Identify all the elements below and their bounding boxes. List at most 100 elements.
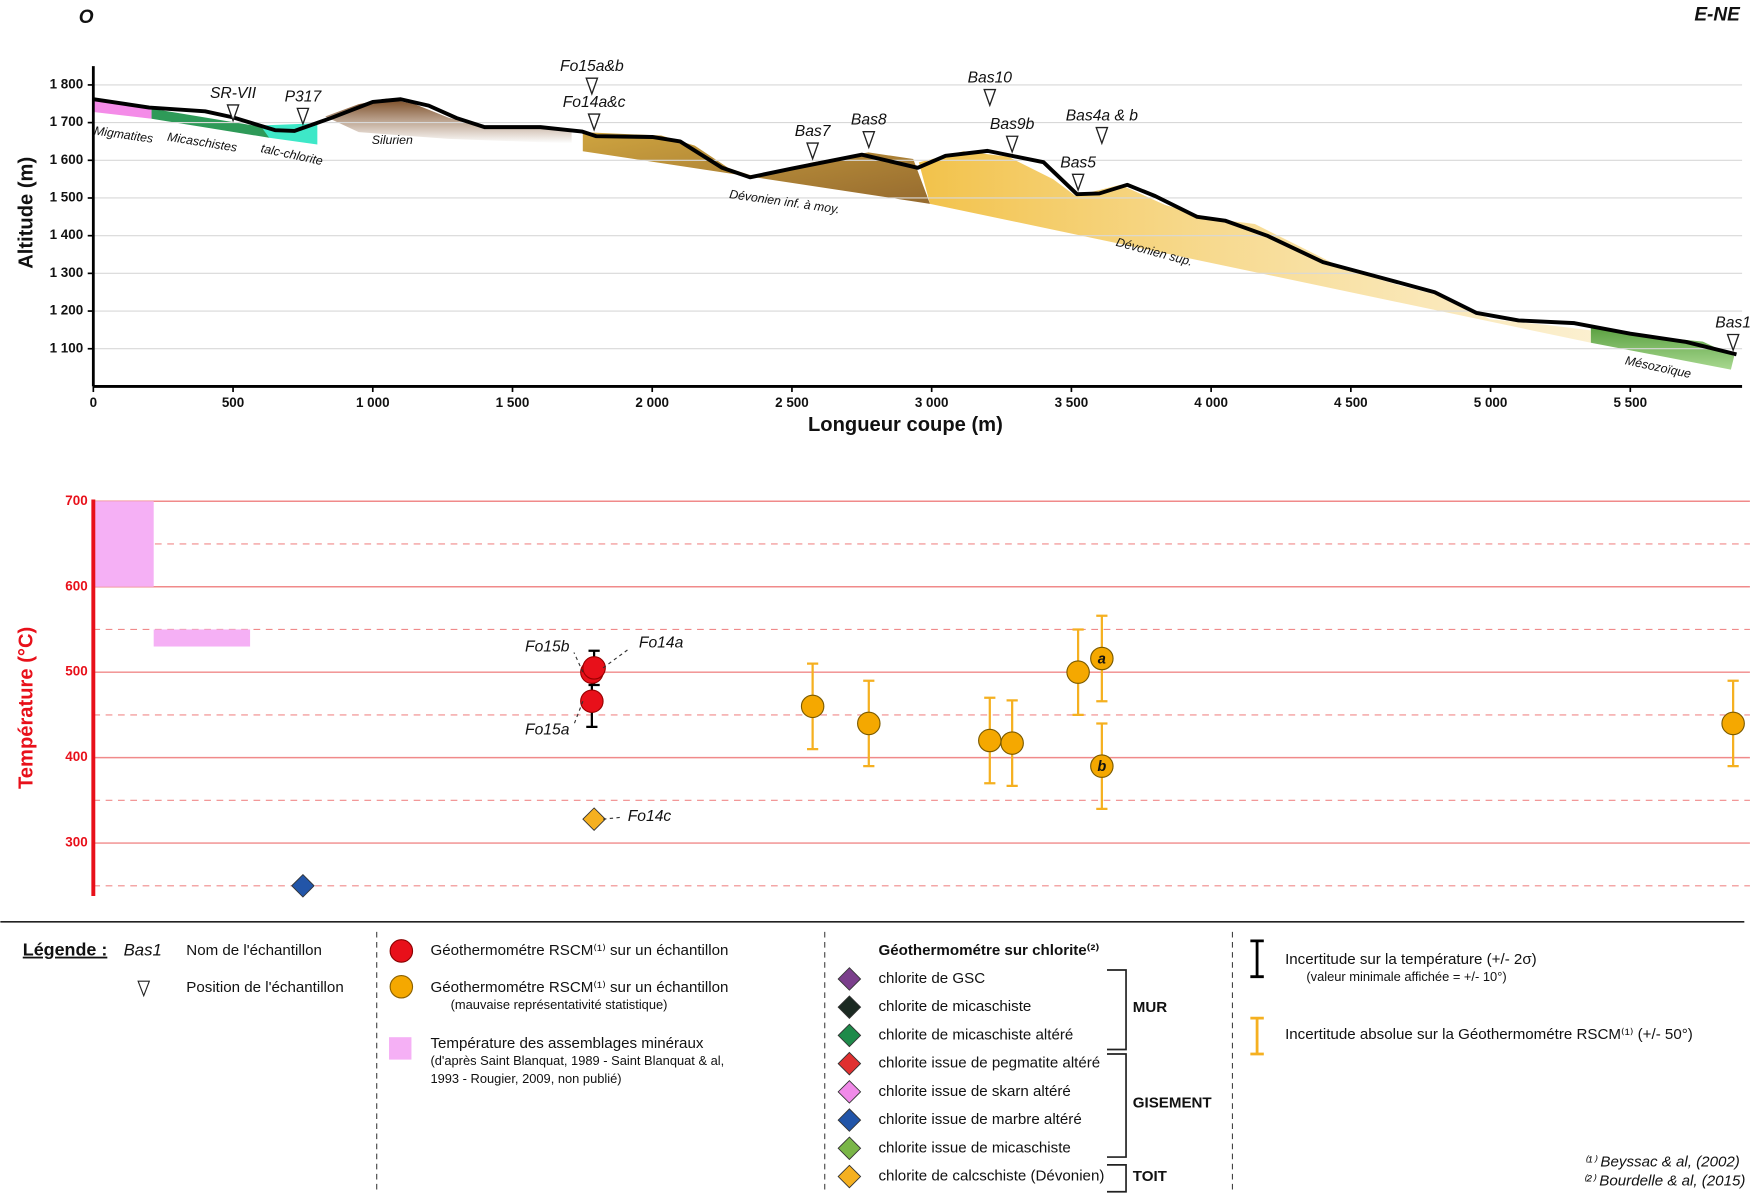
sample-marker <box>1095 126 1109 146</box>
devonien-sup-fill <box>918 151 1591 343</box>
legend-diamond <box>837 1136 862 1161</box>
x-tick-label: 1 500 <box>496 395 530 410</box>
label-leader <box>573 701 584 725</box>
y-tick-label: 1 700 <box>50 114 84 129</box>
formation-label: Micaschistes <box>166 130 238 155</box>
formation-label: Silurien <box>372 133 413 147</box>
data-point <box>582 656 606 680</box>
legend-diamond <box>837 1051 862 1076</box>
sample-marker <box>983 88 997 108</box>
bracket <box>1106 1164 1127 1193</box>
data-point <box>1090 754 1114 778</box>
point-label: Fo15a <box>525 721 570 738</box>
temperature-range <box>93 501 154 587</box>
point-label: Fo15b <box>525 639 570 656</box>
legend-error-bar <box>1250 1016 1264 1056</box>
legend-text: chlorite issue de skarn altéré <box>879 1083 1071 1100</box>
sample-label: Fo14a&c <box>563 94 626 111</box>
group-label: TOIT <box>1133 1168 1168 1185</box>
formation-label: Dévonien inf. à moy. <box>728 187 840 216</box>
formation-fills <box>93 98 1735 370</box>
silurien-fill <box>325 98 572 144</box>
legend-text: (valeur minimale affichée = +/- 10°) <box>1306 969 1506 984</box>
legend-text: chlorite de micaschiste altéré <box>879 1026 1074 1043</box>
legend-text: chlorite de micaschiste <box>879 998 1032 1015</box>
legend-text: chlorite issue de micaschiste <box>879 1139 1071 1156</box>
sample-marker <box>296 107 310 127</box>
legend-diamond <box>837 1108 862 1132</box>
y-tick-label: 1 500 <box>50 190 84 205</box>
sample-label: Bas4a & b <box>1066 108 1139 125</box>
legend-text: Nom de l'échantillon <box>186 942 322 959</box>
y-tick-label: 1 100 <box>50 340 84 355</box>
x-tick-label: 2 500 <box>775 395 809 410</box>
legend-diamond <box>837 967 862 991</box>
sample-marker <box>226 104 240 123</box>
group-label: MUR <box>1133 999 1167 1016</box>
y-tick-label: 300 <box>65 835 87 850</box>
legend-text: (mauvaise représentativité statistique) <box>451 997 668 1012</box>
legend-text: Température des assemblages minéraux <box>430 1035 703 1052</box>
legend-text: chlorite issue de pegmatite altéré <box>879 1055 1101 1072</box>
profile-line <box>93 97 1737 357</box>
legend-text: chlorite de GSC <box>879 970 986 987</box>
legend-text: Position de l'échantillon <box>186 979 343 996</box>
y-tick-label: 1 400 <box>50 227 84 242</box>
legend-text: 1993 - Rougier, 2009, non publié) <box>430 1071 621 1086</box>
legend-text: Incertitude sur la température (+/- 2σ) <box>1285 951 1537 968</box>
x-tick-label: 2 000 <box>635 395 669 410</box>
label-leader <box>603 816 622 820</box>
sample-marker <box>587 113 601 132</box>
x-tick-label: 3 000 <box>915 395 949 410</box>
sample-label: SR-VII <box>210 85 257 102</box>
x-axis-title: Longueur coupe (m) <box>808 414 1003 436</box>
data-point <box>291 873 315 898</box>
y-tick-label: 500 <box>65 664 87 679</box>
data-point <box>580 689 604 713</box>
sample-marker <box>862 131 876 150</box>
legend-text: chlorite de calcschiste (Dévonien) <box>879 1168 1105 1185</box>
sample-label: Bas5 <box>1060 154 1096 171</box>
point-label: a <box>1098 651 1106 667</box>
data-point <box>1090 646 1114 671</box>
legend-diamond <box>837 1023 862 1048</box>
y-tick-label: 700 <box>65 493 87 508</box>
corner-label: E-NE <box>1694 5 1741 26</box>
x-tick-label: 4 000 <box>1194 395 1228 410</box>
data-point <box>582 807 606 831</box>
reference: ⁽²⁾ Bourdelle & al, (2015) <box>1583 1173 1746 1190</box>
x-tick-label: 4 500 <box>1334 395 1368 410</box>
y-tick-label: 1 200 <box>50 303 84 318</box>
legend-text: (d'après Saint Blanquat, 1989 - Saint Bl… <box>430 1053 724 1068</box>
data-point <box>857 711 881 736</box>
corner-label: O <box>79 7 94 28</box>
legend-text: Bas1 <box>124 940 162 959</box>
data-point <box>1000 731 1024 755</box>
chlorite-legend: chlorite de GSC chlorite de micaschiste ch… <box>837 967 1105 1189</box>
legend-text: Géothermométre RSCM⁽¹⁾ sur un échantillo… <box>430 979 728 996</box>
legend-text: Géothermométre sur chlorite⁽²⁾ <box>879 942 1100 959</box>
legend-diamond <box>837 1164 862 1189</box>
point-label: b <box>1097 759 1106 775</box>
sample-marker <box>1726 333 1740 353</box>
x-tick-label: 1 000 <box>356 395 390 410</box>
sample-label: Bas1 <box>1715 314 1751 331</box>
formation-label: Migmatites <box>93 124 154 146</box>
y-tick-label: 1 300 <box>50 265 84 280</box>
y-axis-title: Température (°C) <box>16 627 38 789</box>
x-tick-label: 0 <box>90 395 97 410</box>
bracket <box>1106 1053 1127 1158</box>
data-point <box>978 728 1002 753</box>
point-label: Fo14c <box>628 808 672 825</box>
legend-marker <box>389 975 414 999</box>
x-tick-label: 500 <box>222 395 244 410</box>
sample-label: P317 <box>285 88 323 105</box>
y-tick-label: 400 <box>65 749 87 764</box>
legend-error-bar <box>1250 939 1264 979</box>
sample-marker <box>806 142 820 161</box>
sample-label: Bas10 <box>968 69 1013 86</box>
reference: ⁽¹⁾ Beyssac & al, (2002) <box>1584 1154 1740 1171</box>
x-tick-label: 5 000 <box>1474 395 1508 410</box>
x-tick-label: 5 500 <box>1613 395 1647 410</box>
